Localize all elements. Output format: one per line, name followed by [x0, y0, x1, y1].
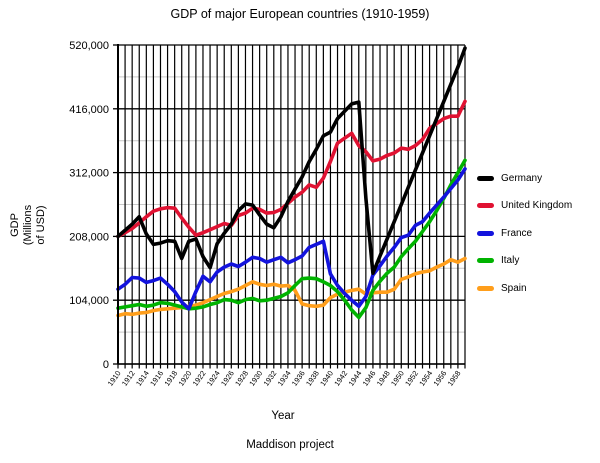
x-tick-label: 1942: [332, 369, 349, 388]
x-tick-label: 1934: [276, 369, 293, 388]
grid-minor-horizontal: [118, 76, 465, 333]
y-tick-label: 104,000: [69, 295, 109, 307]
axes: [117, 44, 465, 365]
legend-swatch: [477, 258, 494, 263]
x-tick-label: 1912: [120, 369, 137, 388]
y-tick-label: 208,000: [69, 231, 109, 243]
x-tick-label: 1958: [446, 369, 463, 388]
series-line-united-kingdom: [116, 99, 467, 239]
x-tick-label: 1926: [219, 369, 236, 388]
legend-label: Italy: [501, 255, 520, 266]
legend-swatch: [477, 285, 494, 291]
x-tick-label: 1950: [389, 369, 406, 388]
legend-item: Spain: [477, 282, 572, 294]
x-tick-label: 1918: [162, 369, 179, 388]
y-tick-label: 520,000: [69, 40, 109, 52]
x-tick-label: 1914: [134, 369, 151, 388]
legend-swatch: [477, 203, 494, 208]
series-lines: [116, 46, 467, 320]
legend-item: Germany: [477, 172, 572, 184]
x-tick-label: 1930: [247, 369, 264, 388]
x-tick-label: 1956: [431, 369, 448, 388]
legend-label: Germany: [501, 172, 543, 184]
x-tick-label: 1954: [417, 369, 434, 388]
y-tick-label: 312,000: [69, 168, 109, 180]
series-line-france: [116, 167, 467, 311]
legend-label: France: [501, 227, 533, 239]
y-tick-label: 0: [103, 359, 109, 371]
x-tick-label: 1936: [290, 369, 307, 388]
x-tick-label: 1922: [191, 369, 208, 388]
x-tick-label: 1952: [403, 369, 420, 388]
series-line-italy: [116, 158, 467, 320]
legend-item: France: [477, 227, 572, 239]
x-axis-title: Year: [271, 410, 295, 422]
x-tick-label: 1946: [361, 369, 378, 388]
caption: Maddison project: [246, 439, 334, 451]
chart-title: GDP of major European countries (1910-19…: [170, 7, 430, 21]
x-tick-label: 1944: [346, 369, 363, 388]
legend-label: Spain: [501, 282, 527, 294]
x-tick-label: 1940: [318, 369, 335, 388]
legend: Germany United Kingdom France Italy Spain: [477, 172, 573, 294]
series-line-germany: [116, 46, 467, 276]
x-tick-label: 1938: [304, 369, 321, 388]
legend-swatch: [477, 175, 494, 181]
x-tick-label: 1910: [106, 369, 123, 388]
x-tick-label: 1932: [261, 369, 278, 388]
x-tick-label: 1928: [233, 369, 250, 388]
x-tick-label: 1924: [205, 369, 222, 388]
y-tick-label: 416,000: [69, 104, 109, 116]
x-tick-label: 1920: [177, 369, 194, 388]
legend-label: United Kingdom: [501, 200, 573, 211]
x-tick-label: 1916: [148, 369, 165, 388]
legend-swatch: [477, 230, 494, 236]
legend-item: United Kingdom: [477, 200, 573, 211]
legend-item: Italy: [477, 255, 572, 266]
x-tick-label: 1948: [375, 369, 392, 388]
